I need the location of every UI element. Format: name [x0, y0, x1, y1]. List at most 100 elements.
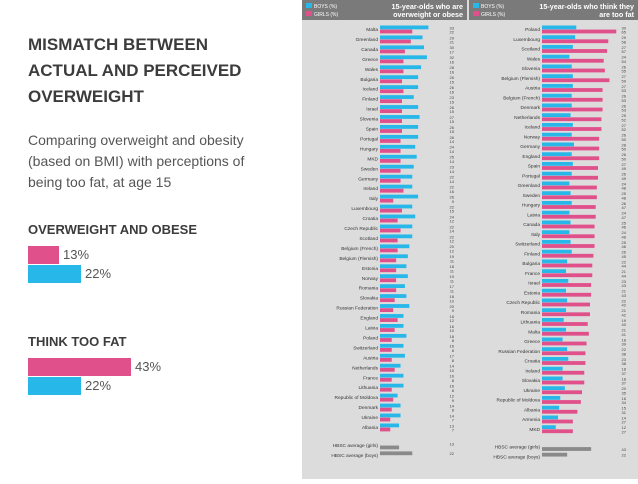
chart-0-value-boys-40: 13: [450, 423, 455, 428]
chart-0-value-boys-13: 25: [450, 155, 455, 160]
chart-0-value-girls-6: 16: [450, 89, 455, 94]
chart-0-value-boys-2: 30: [450, 45, 455, 50]
chart-1-bar-girls-33: [542, 351, 586, 356]
chart-0-value-boys-28: 20: [450, 304, 455, 309]
chart-1-category-19: Latvia: [527, 212, 540, 218]
chart-1-value-boys-9: 25: [622, 113, 627, 118]
chart-0-header: [302, 0, 467, 20]
chart-1-bar-boys-25: [542, 269, 566, 274]
chart-1-value-girls-35: 37: [622, 371, 627, 376]
chart-0-bar-boys-29: [380, 314, 404, 318]
chart-0-value-girls-32: 8: [452, 348, 455, 353]
chart-1-value-girls-38: 34: [622, 400, 627, 405]
chart-1-value-girls-16: 48: [622, 186, 627, 191]
chart-1-bar-girls-29: [542, 312, 590, 317]
chart-1-value-boys-28: 22: [622, 298, 627, 303]
chart-1-value-girls-27: 43: [622, 293, 627, 298]
chart-1-bar-girls-6: [542, 88, 603, 92]
chart-0-value-boys-23: 19: [450, 254, 455, 259]
chart-1-bar-girls-38: [542, 400, 581, 404]
chart-1-category-2: Scotland: [521, 47, 540, 53]
chart-1-value-boys-12: 28: [622, 142, 627, 147]
chart-0-value-boys-42: 22: [450, 451, 455, 456]
chart-1-category-21: Italy: [531, 232, 540, 238]
chart-1-category-13: England: [522, 154, 540, 160]
chart-1-bar-girls-13: [542, 156, 600, 161]
chart-1-value-boys-0: 30: [622, 25, 627, 30]
chart-0-category-41: HBSC average (girls): [333, 443, 379, 449]
chart-1-value-girls-37: 35: [622, 390, 627, 395]
chart-1-bar-boys-2: [542, 45, 573, 49]
chart-1-bar-girls-41: [542, 429, 573, 434]
chart-1-category-0: Poland: [525, 27, 540, 33]
chart-1-category-24: Bulgaria: [522, 261, 540, 267]
chart-1-value-girls-4: 55: [622, 69, 627, 74]
chart-0-value-boys-36: 16: [450, 384, 455, 389]
chart-1-category-28: Czech Republic: [506, 300, 540, 306]
chart-1-value-boys-17: 25: [622, 191, 627, 196]
chart-0-value-girls-3: 16: [450, 59, 455, 64]
chart-0-bar-boys-20: [380, 224, 413, 229]
chart-0-value-girls-5: 15: [450, 79, 455, 84]
chart-0-value-boys-3: 32: [450, 55, 455, 60]
chart-1-value-girls-18: 47: [622, 205, 627, 210]
chart-0-value-girls-11: 14: [450, 139, 455, 144]
chart-1-value-girls-26: 43: [622, 283, 627, 288]
chart-0-category-15: Germany: [358, 176, 378, 182]
chart-0-bar-girls-6: [380, 89, 404, 94]
chart-1-value-girls-2: 57: [622, 49, 627, 54]
summary-overweight-label: OVERWEIGHT AND OBESE: [28, 222, 198, 237]
chart-1-bar-boys-41: [542, 425, 556, 430]
chart-1-bar-girls-21: [542, 234, 595, 239]
summary-think-fat-label: THINK TOO FAT: [28, 334, 127, 349]
chart-0-bar-girls-30: [380, 328, 395, 332]
chart-0-value-girls-29: 12: [450, 318, 455, 323]
chart-1-bar-girls-27: [542, 292, 592, 297]
chart-0-bar-boys-26: [380, 284, 405, 288]
chart-0-bar-boys-42: [380, 451, 413, 456]
chart-0-bar-girls-36: [380, 387, 392, 392]
chart-1-title-line-2: are too fat: [599, 10, 634, 19]
chart-1-bar-boys-37: [542, 386, 565, 391]
chart-1-category-34: Croatia: [525, 359, 541, 365]
chart-0-bar-girls-26: [380, 288, 397, 293]
chart-0-category-39: Ukraine: [361, 415, 378, 421]
chart-0-category-28: Russian Federation: [336, 306, 378, 312]
chart-0-value-boys-10: 26: [450, 125, 455, 130]
chart-1-category-37: Ukraine: [523, 388, 540, 394]
chart-1-bar-boys-5: [542, 74, 573, 79]
chart-1-value-girls-20: 46: [622, 225, 627, 230]
chart-1-category-20: Canada: [523, 222, 540, 228]
chart-1-bar-girls-10: [542, 127, 602, 131]
chart-0-bar-girls-12: [380, 149, 401, 153]
chart-0-value-boys-0: 33: [450, 25, 455, 30]
chart-0-value-boys-12: 24: [450, 145, 455, 150]
chart-1-value-boys-5: 27: [622, 74, 627, 79]
chart-0-value-girls-25: 11: [450, 278, 455, 283]
chart-1-bar-girls-35: [542, 370, 585, 375]
chart-1-value-boys-16: 24: [622, 181, 627, 186]
chart-1-bar-boys-21: [542, 230, 570, 235]
chart-1-bar-girls-15: [542, 175, 598, 180]
chart-1-bar-boys-3: [542, 54, 570, 59]
chart-0-bar-boys-32: [380, 343, 404, 348]
chart-1-bar-girls-7: [542, 97, 603, 102]
chart-1-value-boys-32: 18: [622, 337, 627, 342]
chart-1-value-boys-21: 24: [622, 230, 627, 235]
chart-0-value-girls-17: 9: [452, 199, 455, 204]
chart-0-legend-girls: GIRLS (%): [314, 12, 339, 18]
chart-0-bar-girls-29: [380, 318, 398, 322]
chart-0-category-19: Croatia: [363, 216, 379, 222]
chart-0-value-boys-22: 20: [450, 244, 455, 249]
chart-0-bar-girls-35: [380, 377, 392, 382]
chart-1-value-boys-22: 25: [622, 240, 627, 245]
chart-0-value-girls-12: 14: [450, 149, 455, 154]
chart-1-category-18: Hungary: [522, 203, 541, 209]
chart-0-category-29: England: [360, 316, 378, 322]
chart-0-value-girls-23: 11: [450, 258, 455, 263]
chart-1-value-girls-6: 53: [622, 88, 627, 93]
chart-1-category-42: HBSC average (girls): [495, 445, 541, 451]
chart-1-value-girls-25: 44: [622, 273, 627, 278]
chart-0-value-boys-16: 22: [450, 185, 455, 190]
chart-0-category-1: Greenland: [356, 37, 379, 43]
